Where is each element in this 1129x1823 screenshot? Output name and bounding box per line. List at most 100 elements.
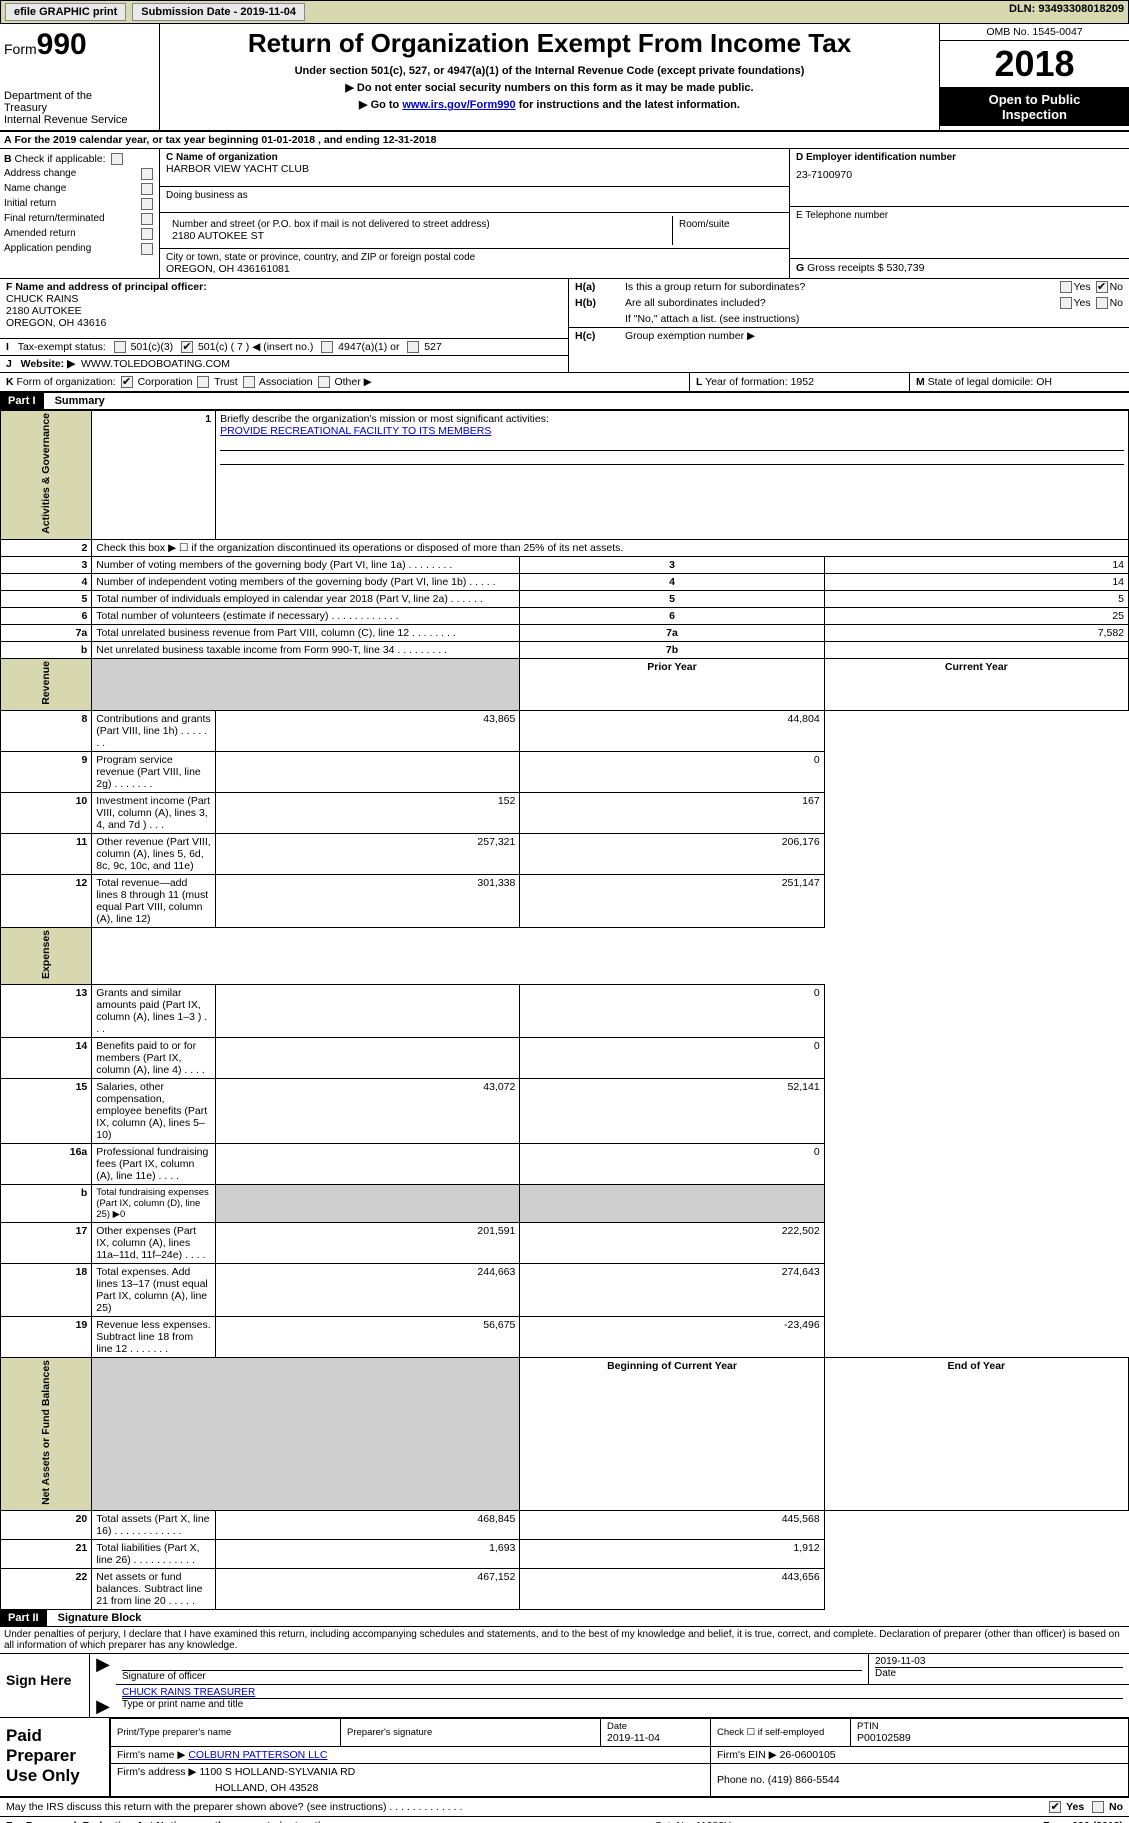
row-prior: 56,675 [216,1317,520,1358]
row-current: 167 [520,793,824,834]
summary-row: 9 Program service revenue (Part VIII, li… [1,752,1129,793]
checkbox-b-top[interactable] [111,153,123,165]
b-item-label: Initial return [4,198,56,210]
header-right: OMB No. 1545-0047 2018 Open to Public In… [939,24,1129,130]
row-current: 274,643 [520,1264,824,1317]
row-desc: Other revenue (Part VIII, column (A), li… [92,834,216,875]
summary-table: Activities & Governance 1 Briefly descri… [0,410,1129,1610]
sign-arrow1: ▶▶ [90,1654,116,1717]
hc-text: Group exemption number ▶ [625,330,755,342]
website-value: WWW.TOLEDOBOATING.COM [81,358,230,370]
form990-link[interactable]: www.irs.gov/Form990 [402,99,515,111]
form-footer: Form 990 (2018) [1043,1820,1123,1823]
dept-line2: Treasury [4,102,155,114]
checkbox[interactable] [141,243,153,255]
row-i: I Tax-exempt status: 501(c)(3) 501(c) ( … [0,339,568,356]
name-title-label: Type or print name and title [122,1698,1123,1710]
row-label: 7b [520,642,824,659]
website-label: Website: ▶ [21,358,76,370]
row-num: 10 [1,793,92,834]
cell-dba: Doing business as [160,187,789,213]
form-990: 990 [37,28,87,61]
summary-row: 11 Other revenue (Part VIII, column (A),… [1,834,1129,875]
row-label: 3 [520,557,824,574]
row-desc: Total number of individuals employed in … [92,591,520,608]
row-boy: 468,845 [216,1510,520,1539]
opt-4947: 4947(a)(1) or [338,341,399,353]
open-public: Open to Public Inspection [940,88,1129,126]
cb-501c3[interactable] [114,341,126,353]
officer-addr1: 2180 AUTOKEE [6,305,82,317]
row-num: 22 [1,1568,92,1609]
cb-corp[interactable] [121,376,133,388]
cb-assoc[interactable] [243,376,255,388]
line1-text: Briefly describe the organization's miss… [220,413,549,425]
cb-other[interactable] [318,376,330,388]
firm-name[interactable]: COLBURN PATTERSON LLC [188,1749,327,1761]
cb-501c[interactable] [181,341,193,353]
submission-date-btn[interactable]: Submission Date - 2019-11-04 [132,3,305,21]
a-text2: , and ending [318,134,383,146]
paid-label: Paid Preparer Use Only [0,1718,110,1796]
cb-4947[interactable] [321,341,333,353]
checkbox[interactable] [141,183,153,195]
form-prefix: Form [4,41,37,57]
city-label: City or town, state or province, country… [166,252,783,263]
cell-street: Number and street (or P.O. box if mail i… [160,213,789,249]
part2-badge: Part II [0,1610,47,1626]
row-current: 52,141 [520,1079,824,1144]
col-c: C Name of organization HARBOR VIEW YACHT… [160,149,789,278]
cb-hb-yes[interactable] [1060,297,1072,309]
row-desc: Net unrelated business taxable income fr… [92,642,520,659]
summary-row: 7a Total unrelated business revenue from… [1,625,1129,642]
cb-ha-no[interactable] [1096,281,1108,293]
ptin-value: P00102589 [857,1732,1122,1744]
summary-row: 4 Number of independent voting members o… [1,574,1129,591]
row-val [824,642,1128,659]
label-a: A [4,134,12,146]
label-k: K [6,376,14,388]
dln-value: 93493308018209 [1038,3,1124,15]
year-formation: 1952 [791,376,814,388]
hb-no: No [1110,297,1123,309]
row-num: 16a [1,1144,92,1185]
cell-ein: D Employer identification number 23-7100… [790,149,1129,207]
ein-value: 23-7100970 [796,169,1123,181]
checkbox[interactable] [141,168,153,180]
summary-row: 5 Total number of individuals employed i… [1,591,1129,608]
cb-discuss-no[interactable] [1092,1801,1104,1813]
row-current: 0 [520,1144,824,1185]
row-prior: 152 [216,793,520,834]
summary-row: 17 Other expenses (Part IX, column (A), … [1,1223,1129,1264]
row-num: 17 [1,1223,92,1264]
mission-link[interactable]: PROVIDE RECREATIONAL FACILITY TO ITS MEM… [220,425,491,437]
cb-527[interactable] [407,341,419,353]
row-prior: 43,865 [216,711,520,752]
row-current: 44,804 [520,711,824,752]
line2-text: Check this box ▶ ☐ if the organization d… [92,540,1129,557]
hdr-eoy: End of Year [824,1358,1128,1511]
officer-name-title[interactable]: CHUCK RAINS TREASURER [122,1687,255,1698]
row-current: 0 [520,1038,824,1079]
row-num: 7a [1,625,92,642]
cb-discuss-yes[interactable] [1049,1801,1061,1813]
inspection: Inspection [944,107,1125,122]
rev-spacer [92,659,520,711]
checkbox[interactable] [141,198,153,210]
summary-row: 21 Total liabilities (Part X, line 26) .… [1,1539,1129,1568]
discuss-yes: Yes [1066,1801,1084,1813]
cat-no: Cat. No. 11282Y [654,1820,731,1823]
cb-ha-yes[interactable] [1060,281,1072,293]
efile-graphic-btn[interactable]: efile GRAPHIC print [5,3,126,21]
subhead-2: ▶ Do not enter social security numbers o… [164,81,935,94]
checkbox[interactable] [141,213,153,225]
row-klm: K Form of organization: Corporation Trus… [0,373,1129,393]
summary-row: 6 Total number of volunteers (estimate i… [1,608,1129,625]
opt-trust: Trust [214,376,238,388]
cb-hb-no[interactable] [1096,297,1108,309]
cb-trust[interactable] [197,376,209,388]
row-current: 0 [520,752,824,793]
ha-no: No [1110,281,1123,293]
checkbox[interactable] [141,228,153,240]
row-prior: 301,338 [216,875,520,928]
